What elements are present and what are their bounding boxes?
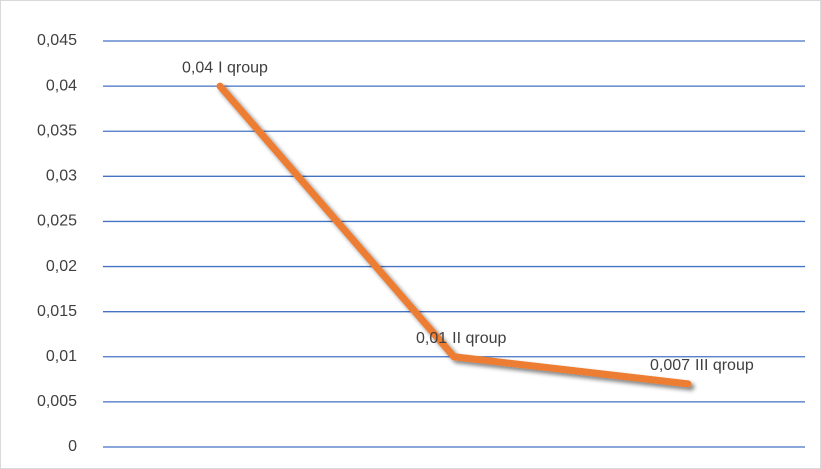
- y-tick-label: 0: [68, 438, 77, 455]
- y-tick-label: 0,005: [37, 393, 77, 410]
- data-label: 0,01: [416, 330, 447, 347]
- y-tick-label: 0,025: [37, 213, 77, 230]
- y-tick-label: 0,02: [46, 258, 77, 275]
- y-tick-label: 0,01: [46, 348, 77, 365]
- data-label: 0,04: [182, 59, 213, 76]
- y-tick-label: 0,03: [46, 168, 77, 185]
- y-tick-label: 0,04: [46, 77, 77, 94]
- y-tick-label: 0,035: [37, 122, 77, 139]
- data-label-category: III qroup: [695, 357, 754, 374]
- data-label-category: II qroup: [452, 330, 506, 347]
- data-label-category: I qroup: [218, 59, 268, 76]
- line-series: [216, 82, 692, 388]
- y-tick-label: 0,015: [37, 303, 77, 320]
- y-tick-label: 0,045: [37, 32, 77, 49]
- data-label: 0,007: [650, 357, 690, 374]
